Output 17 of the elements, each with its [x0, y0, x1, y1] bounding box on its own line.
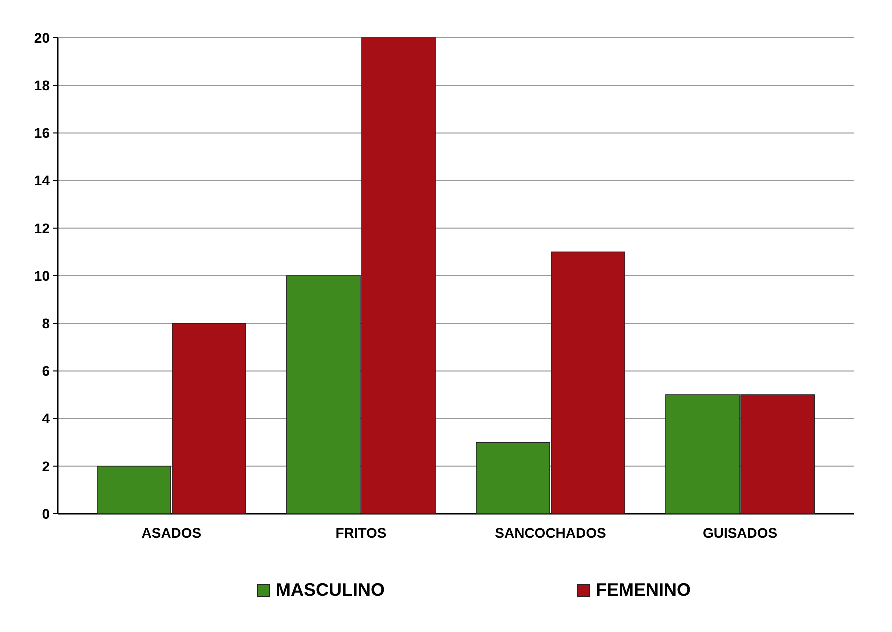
y-tick-label: 14 [34, 172, 50, 189]
legend-label: MASCULINO [276, 580, 385, 600]
y-tick-label: 18 [34, 78, 50, 94]
x-tick-label: GUISADOS [702, 525, 778, 541]
y-tick-label: 8 [42, 316, 50, 332]
y-tick-label: 10 [34, 268, 50, 284]
x-tick-label: ASADOS [142, 525, 202, 541]
y-tick-label: 16 [34, 125, 50, 142]
x-tick-label: SANCOCHADOS [495, 525, 606, 541]
x-tick-label: FRITOS [336, 525, 387, 541]
y-tick-label: 12 [34, 220, 50, 236]
y-tick-label: 0 [42, 506, 50, 522]
y-tick-label: 4 [42, 410, 50, 427]
y-tick-label: 6 [42, 363, 50, 380]
y-tick-label: 2 [42, 458, 50, 474]
legend-label: FEMENINO [596, 580, 692, 600]
y-tick-label: 20 [34, 30, 50, 46]
